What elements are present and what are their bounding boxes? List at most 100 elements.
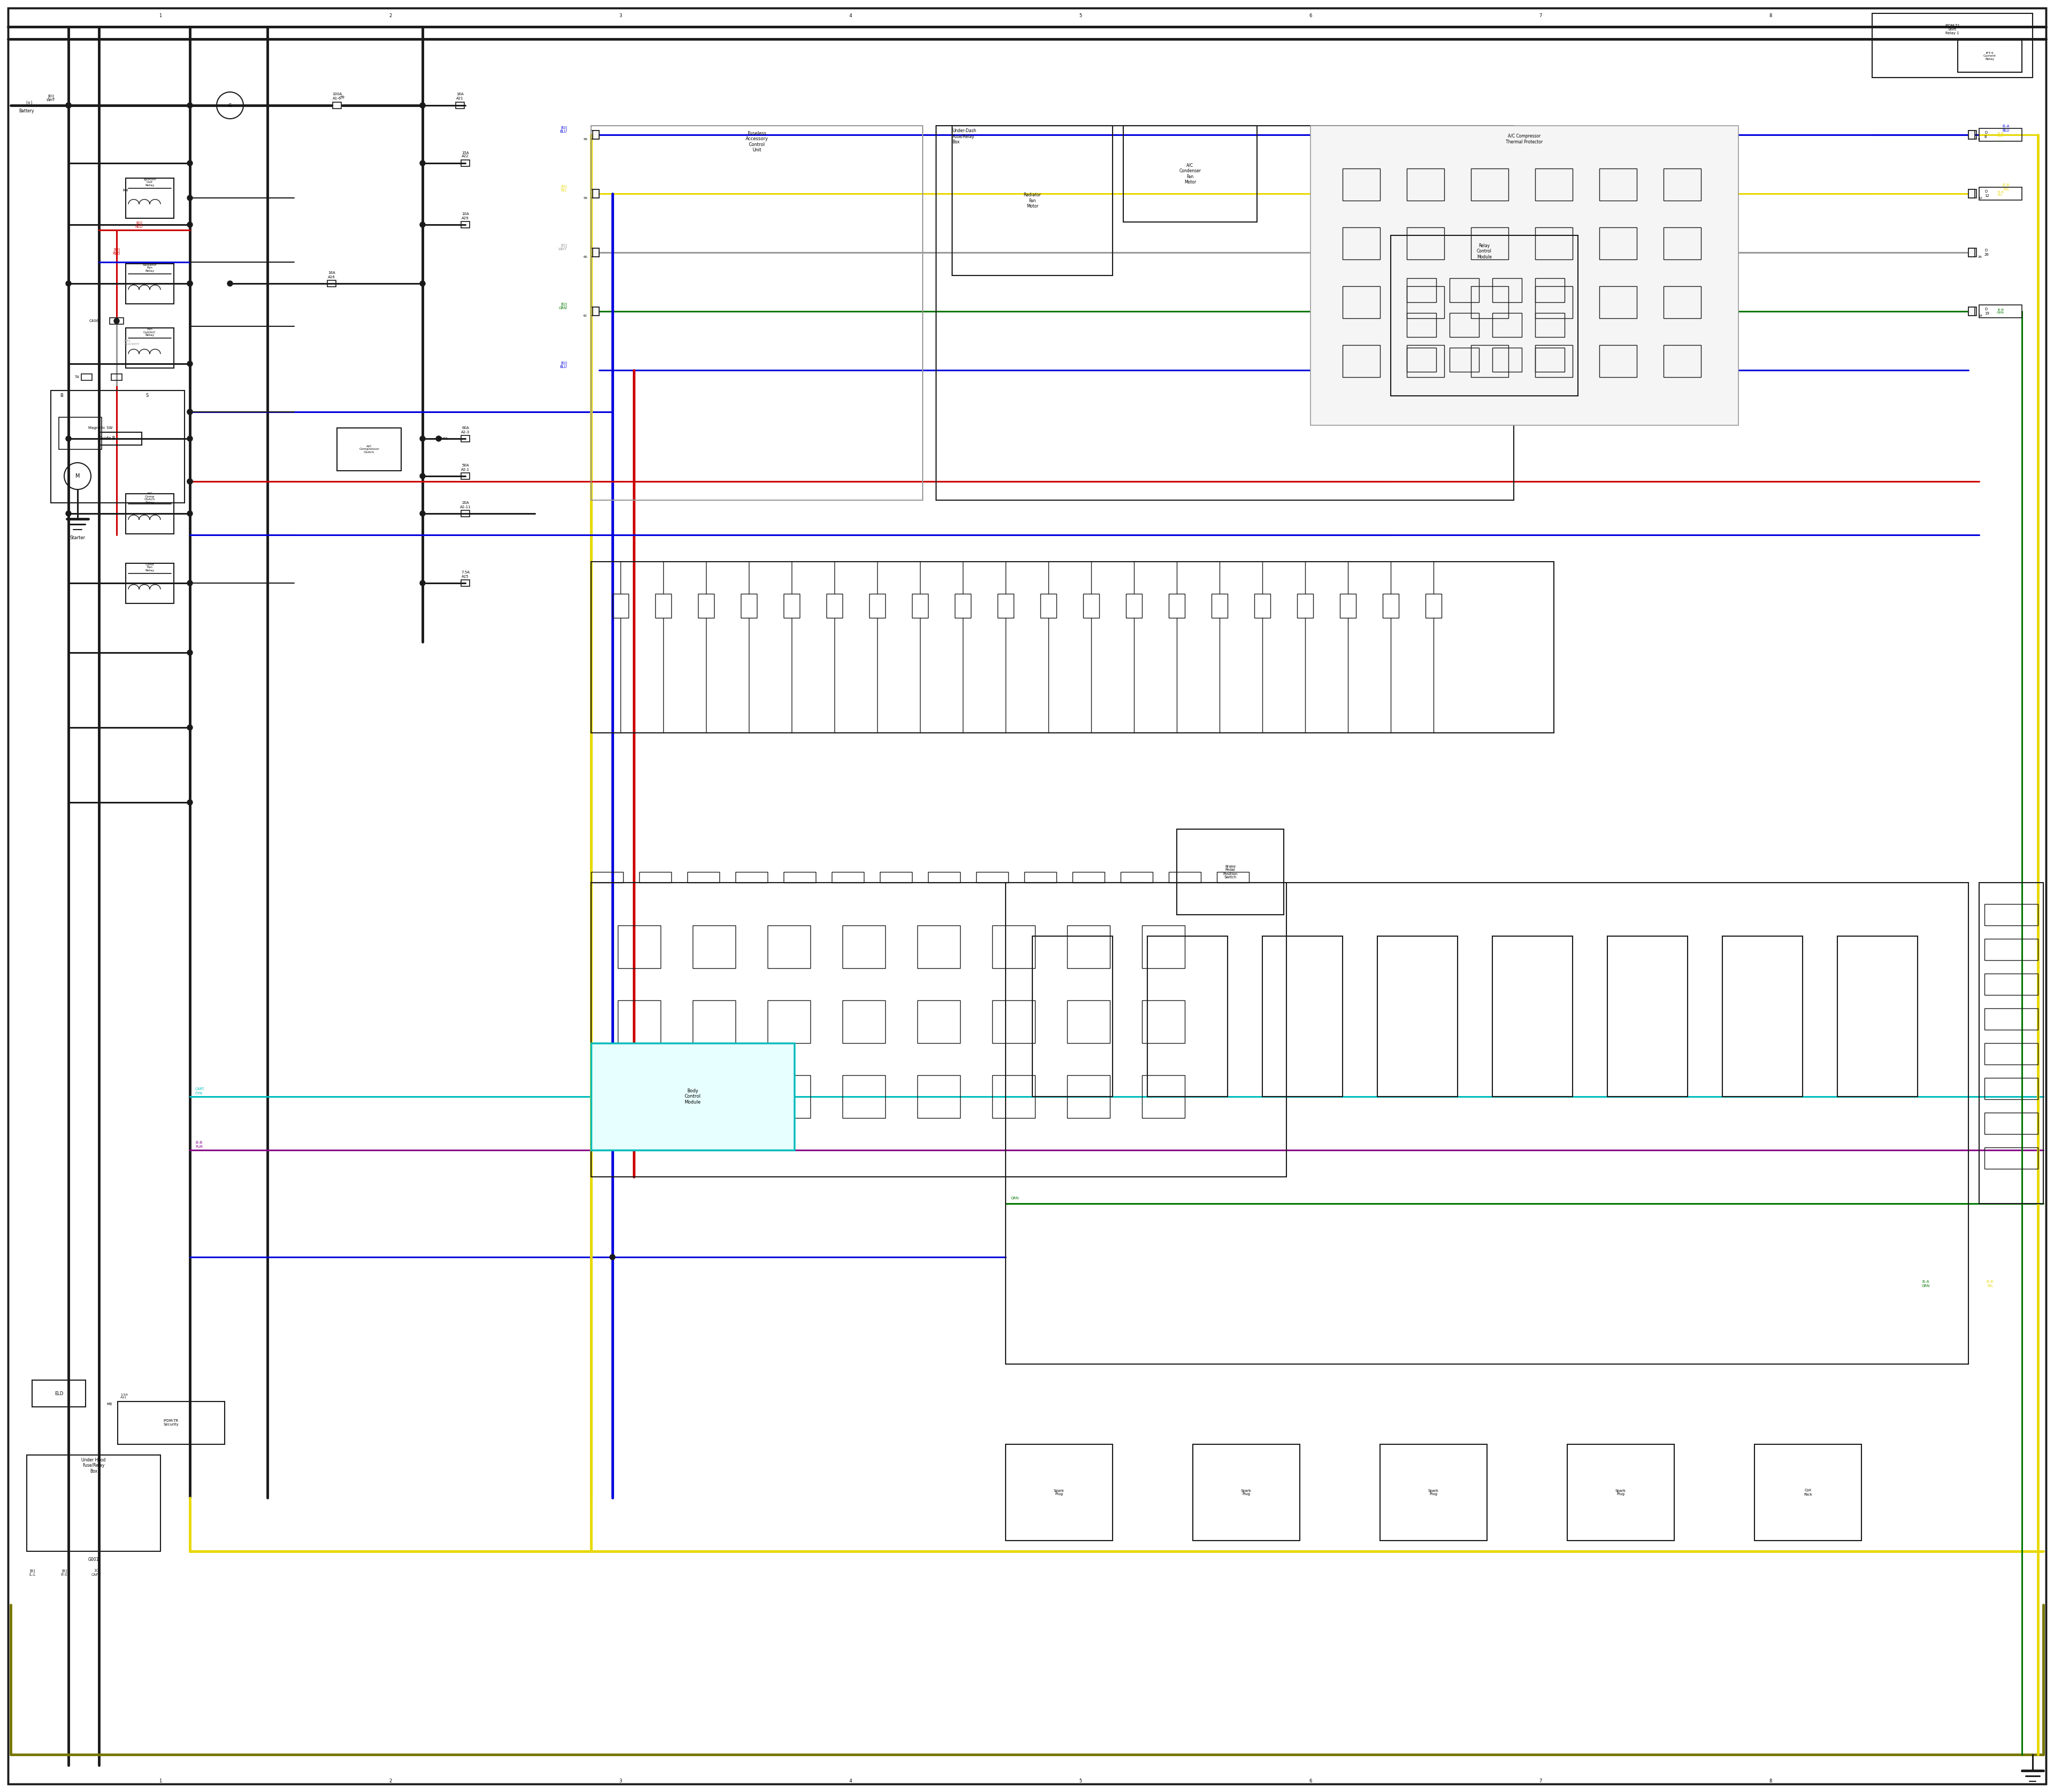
Bar xyxy=(1407,228,1444,260)
Text: D
26: D 26 xyxy=(1984,249,1988,256)
Bar xyxy=(1072,873,1105,883)
Text: 50A
A2-1: 50A A2-1 xyxy=(460,464,470,471)
Bar xyxy=(1407,278,1436,303)
Bar xyxy=(618,1075,661,1118)
Bar xyxy=(1142,1075,1185,1118)
Bar xyxy=(592,883,1286,1177)
Bar xyxy=(592,125,922,500)
Text: [EI]
WHT: [EI] WHT xyxy=(47,95,55,102)
Bar xyxy=(918,925,959,968)
Circle shape xyxy=(187,222,193,228)
Text: Coil
Pack: Coil Pack xyxy=(1803,1489,1812,1496)
Bar xyxy=(125,563,175,604)
Text: 20A
A2-11: 20A A2-11 xyxy=(460,502,470,509)
Bar xyxy=(1968,249,1974,256)
Bar xyxy=(1450,348,1479,371)
Text: 10A
A29: 10A A29 xyxy=(462,213,468,220)
Text: 7: 7 xyxy=(1538,1779,1543,1783)
Bar xyxy=(594,249,600,256)
Bar xyxy=(692,1075,735,1118)
Text: 100A
A1-6: 100A A1-6 xyxy=(333,93,341,100)
Text: IE-B
YEL: IE-B YEL xyxy=(1996,133,2005,138)
Bar xyxy=(992,1000,1035,1043)
Bar xyxy=(1968,306,1974,315)
Bar xyxy=(1600,287,1637,319)
Circle shape xyxy=(187,478,193,484)
Text: 5: 5 xyxy=(1078,1779,1082,1783)
Text: Spark
Plug: Spark Plug xyxy=(1614,1489,1627,1496)
Bar xyxy=(592,131,600,140)
Text: Magnetic SW: Magnetic SW xyxy=(88,426,113,430)
Text: 16A
A21: 16A A21 xyxy=(456,93,464,100)
Bar xyxy=(618,925,661,968)
Bar xyxy=(1006,1444,1113,1541)
Bar xyxy=(1493,314,1522,337)
Circle shape xyxy=(187,799,193,805)
Text: T4: T4 xyxy=(74,376,80,378)
Circle shape xyxy=(419,473,425,478)
Bar xyxy=(1534,287,1573,319)
Bar xyxy=(1534,348,1565,371)
Bar xyxy=(1148,935,1228,1097)
Bar xyxy=(1984,939,2038,961)
Circle shape xyxy=(419,581,425,586)
Bar xyxy=(460,473,470,478)
Bar xyxy=(1600,228,1637,260)
Bar xyxy=(456,102,464,109)
Bar xyxy=(1142,1000,1185,1043)
Bar xyxy=(460,511,470,516)
Bar xyxy=(768,1075,811,1118)
Text: C4RT
CYN: C4RT CYN xyxy=(195,1088,205,1095)
Circle shape xyxy=(113,319,119,324)
Text: Battery: Battery xyxy=(18,108,35,113)
Bar xyxy=(1068,925,1109,968)
Text: [EJ]
RED: [EJ] RED xyxy=(113,247,121,254)
Text: IE-B
YEL: IE-B YEL xyxy=(1986,1279,1992,1287)
Bar xyxy=(735,873,768,883)
Circle shape xyxy=(435,435,442,441)
Text: Body
Control
Module: Body Control Module xyxy=(684,1088,700,1104)
Bar xyxy=(1450,278,1479,303)
Bar xyxy=(992,925,1035,968)
Bar xyxy=(594,190,600,197)
Bar xyxy=(692,925,735,968)
Text: Radiator
Fan
Relay: Radiator Fan Relay xyxy=(142,263,156,272)
Text: S: S xyxy=(146,394,148,398)
Text: Fuseless
Accessory
Control
Unit: Fuseless Accessory Control Unit xyxy=(746,131,768,152)
Bar xyxy=(826,593,842,618)
Bar xyxy=(998,593,1013,618)
Text: 5: 5 xyxy=(1078,14,1082,18)
Circle shape xyxy=(187,102,193,108)
Text: IPDM-TR
Security: IPDM-TR Security xyxy=(164,1419,179,1426)
Bar xyxy=(1723,935,1803,1097)
Circle shape xyxy=(66,511,72,516)
Text: Spark
Plug: Spark Plug xyxy=(1241,1489,1251,1496)
Text: Brake
Pedal
Position
Switch: Brake Pedal Position Switch xyxy=(1222,866,1239,880)
Bar xyxy=(698,593,715,618)
Bar xyxy=(1025,873,1056,883)
Bar xyxy=(1177,830,1284,914)
Circle shape xyxy=(419,511,425,516)
Text: 8: 8 xyxy=(1978,138,1980,140)
Text: 1: 1 xyxy=(158,14,162,18)
Bar xyxy=(592,1043,795,1150)
Circle shape xyxy=(419,102,425,108)
Bar xyxy=(832,873,865,883)
Bar xyxy=(741,593,756,618)
Bar xyxy=(1968,131,1974,140)
Circle shape xyxy=(419,281,425,287)
Bar xyxy=(1425,593,1442,618)
Bar xyxy=(1968,131,1976,140)
Bar xyxy=(1968,249,1976,256)
Bar xyxy=(842,1000,885,1043)
Bar xyxy=(692,1000,735,1043)
Bar xyxy=(785,873,815,883)
Bar xyxy=(1255,593,1269,618)
Text: D
12: D 12 xyxy=(1984,190,1988,197)
Bar xyxy=(460,435,470,443)
Circle shape xyxy=(419,435,425,441)
Bar xyxy=(1339,593,1356,618)
Bar xyxy=(1310,125,1738,425)
Text: Cond
Fan
Relay: Cond Fan Relay xyxy=(146,563,154,572)
Circle shape xyxy=(187,409,193,414)
